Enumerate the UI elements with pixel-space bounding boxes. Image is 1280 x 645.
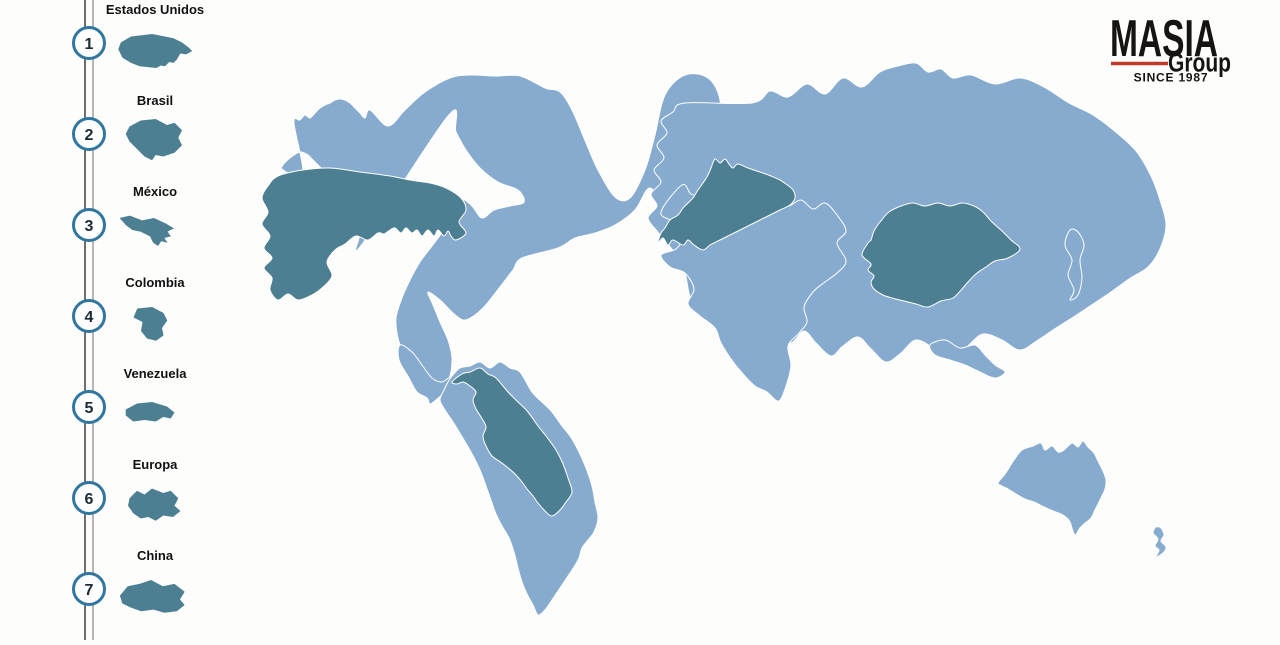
svg-text:2: 2 — [85, 127, 94, 144]
svg-text:Venezuela: Venezuela — [124, 366, 188, 381]
svg-text:SINCE 1987: SINCE 1987 — [1134, 71, 1209, 85]
svg-text:1: 1 — [85, 36, 94, 53]
svg-text:5: 5 — [85, 400, 94, 417]
svg-text:Colombia: Colombia — [125, 275, 185, 290]
svg-text:3: 3 — [85, 218, 94, 235]
svg-text:México: México — [133, 184, 177, 199]
svg-text:4: 4 — [85, 309, 94, 326]
svg-text:Brasil: Brasil — [137, 93, 173, 108]
svg-text:7: 7 — [85, 582, 94, 599]
svg-text:Europa: Europa — [133, 457, 179, 472]
svg-text:6: 6 — [85, 491, 94, 508]
svg-text:China: China — [137, 548, 174, 563]
svg-text:Estados Unidos: Estados Unidos — [106, 2, 204, 17]
